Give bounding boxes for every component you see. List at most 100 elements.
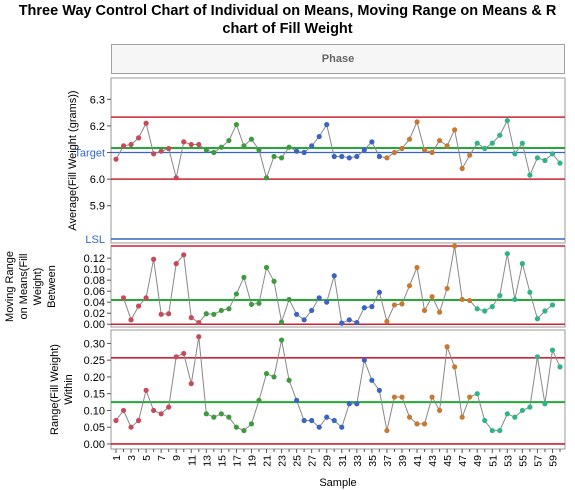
x-tick-label: 15 — [216, 455, 228, 467]
panel-1-point — [256, 147, 262, 153]
panel-3-point — [301, 417, 307, 424]
panel-3-point — [534, 354, 541, 360]
panel-2-point — [482, 308, 488, 314]
panel-2-point — [512, 296, 518, 303]
panel-1-point — [309, 143, 315, 149]
panel-1-point — [482, 145, 488, 152]
panel-3-ytick-label: 0.20 — [84, 372, 105, 384]
x-tick-label: 11 — [186, 455, 198, 466]
panel-3-point — [316, 424, 322, 430]
panel-3-point — [128, 424, 134, 430]
panel-3-point — [376, 387, 382, 393]
panel-3-ytick-label: 0.10 — [84, 405, 105, 417]
panel-3-ytick-label: 0.15 — [84, 389, 105, 401]
panel-3-ytick-label: 0.30 — [84, 338, 105, 350]
panel-2-point — [166, 311, 172, 317]
panel-1-point — [376, 153, 382, 160]
panel-3-point — [158, 411, 164, 417]
panel-3-point — [181, 350, 187, 357]
panel-1-point — [512, 151, 518, 157]
panel-1-point — [226, 137, 232, 144]
panel-2-point — [248, 301, 255, 308]
panel-1-point — [406, 136, 413, 142]
x-tick-label: 21 — [262, 455, 274, 467]
panel-3-point — [459, 414, 465, 420]
panel-1-point — [384, 155, 390, 161]
panel-3-point — [339, 424, 345, 430]
x-tick-label: 57 — [532, 455, 544, 467]
panel-3-point — [542, 401, 548, 407]
panel-1-point — [474, 140, 480, 146]
panel-3-point — [489, 427, 495, 434]
panel-3-point — [135, 417, 142, 424]
panel-3-point — [211, 414, 217, 420]
panel-1-point — [557, 160, 563, 166]
panel-2-point — [369, 304, 375, 310]
x-tick-label: 45 — [442, 455, 454, 467]
panel-3-point — [361, 357, 367, 363]
panel-2-ylabel-line: on Means(Fill — [18, 253, 30, 319]
panel-3-point — [452, 364, 458, 370]
panel-2-point — [158, 311, 164, 317]
panel-1-point — [497, 132, 503, 138]
panel-1-point — [444, 143, 450, 149]
panel-1-point — [188, 141, 194, 148]
panel-3-point — [120, 407, 127, 414]
panel-1-point — [504, 117, 510, 124]
panel-3-point — [406, 414, 413, 420]
panel-1-target-label: Target — [74, 148, 105, 160]
panel-2-point — [474, 306, 480, 312]
panel-1-point — [489, 140, 495, 146]
phase-label: Phase — [321, 53, 355, 65]
panel-3-point — [151, 407, 157, 414]
panel-3-point — [399, 394, 405, 400]
panel-1-point — [429, 149, 435, 156]
panel-1-point — [166, 145, 172, 152]
x-tick-label: 7 — [156, 455, 168, 461]
panel-2-point — [316, 295, 322, 301]
panel-3-ytick-label: 0.25 — [84, 355, 105, 367]
x-tick-label: 53 — [502, 455, 514, 467]
panel-1-point — [436, 137, 443, 144]
panel-3-point — [482, 417, 488, 424]
panel-2-point — [414, 264, 420, 271]
panel-2-point — [301, 317, 307, 323]
panel-1-point — [542, 157, 548, 164]
x-tick-label: 3 — [126, 455, 138, 461]
panel-3-point — [188, 381, 194, 387]
panel-2-point — [241, 274, 247, 281]
panel-3-point — [421, 421, 428, 427]
x-tick-label: 31 — [337, 455, 349, 467]
panel-2-ytick-label: 0.06 — [84, 286, 105, 298]
panel-2-point — [218, 307, 224, 314]
panel-2-point — [452, 243, 458, 249]
panel-3-point — [309, 417, 315, 424]
panel-1-point — [549, 151, 556, 157]
panel-2-point — [406, 283, 413, 289]
panel-2-ylabel-line: Moving Range — [4, 251, 16, 322]
panel-3-point — [286, 377, 292, 383]
panel-2-ytick-label: 0.04 — [84, 297, 105, 309]
phase-header[interactable]: Phase — [111, 44, 565, 74]
x-tick-label: 27 — [307, 455, 319, 467]
panel-1-point — [399, 145, 405, 152]
panel-3-point — [331, 417, 337, 424]
panel-2-point — [354, 319, 360, 326]
panel-1-point — [128, 141, 134, 148]
panel-1-point — [339, 153, 345, 160]
panel-1-point — [421, 147, 428, 153]
panel-3-point — [414, 421, 420, 427]
x-tick-label: 39 — [397, 455, 409, 467]
x-tick-label: 25 — [292, 455, 304, 467]
panel-2-point — [399, 301, 405, 307]
panel-2-point — [444, 285, 450, 292]
panel-1-point — [120, 143, 127, 149]
panel-3-frame — [110, 329, 566, 450]
panel-3-point — [497, 427, 503, 434]
panel-2-point — [309, 307, 315, 314]
panel-1-point — [294, 148, 300, 154]
panel-3-point — [248, 421, 255, 427]
panel-2-point — [278, 319, 285, 325]
panel-3-point — [226, 414, 232, 420]
panel-2-ytick-label: 0.00 — [84, 319, 105, 331]
